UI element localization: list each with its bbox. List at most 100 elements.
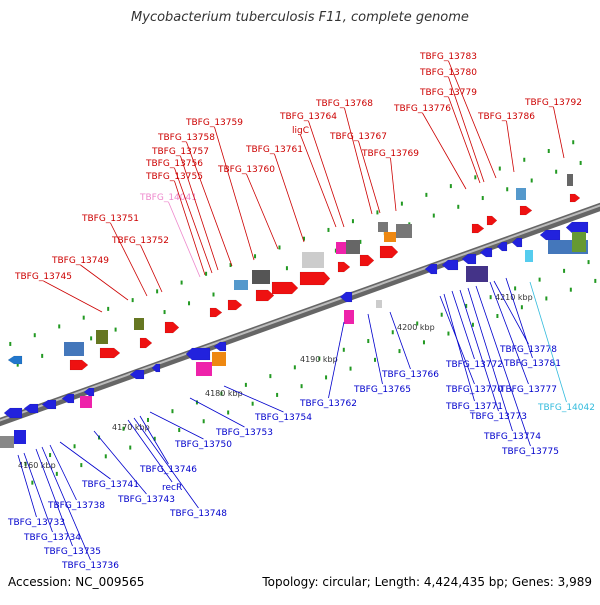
reverse-leader-line (49, 444, 77, 501)
forward-gene-label: TBFG_14041 (139, 193, 197, 203)
forward-gene (337, 261, 351, 273)
forward-leader-line (274, 153, 305, 243)
gene-box (252, 270, 270, 284)
gene-box (378, 222, 388, 232)
gene-box (344, 310, 354, 324)
forward-leader-line (246, 173, 279, 250)
reverse-gene-label: TBFG_13738 (47, 501, 105, 511)
gene-box (567, 174, 573, 186)
reverse-leader-line (529, 281, 567, 403)
reverse-gene (461, 253, 477, 265)
reverse-gene (441, 259, 459, 271)
reverse-gene (129, 369, 145, 380)
reverse-gene-label: TBFG_13772 (445, 360, 503, 370)
forward-gene-label: TBFG_13751 (81, 214, 139, 224)
reverse-gene (496, 241, 508, 252)
reverse-gene-label: TBFG_13762 (299, 399, 357, 409)
reverse-leader-line (493, 280, 529, 345)
reverse-gene-label: TBFG_13746 (139, 465, 197, 475)
reverse-gene-label: TBFG_13778 (499, 345, 557, 355)
forward-gene-label: TBFG_13783 (419, 52, 477, 62)
reverse-gene-label: TBFG_13774 (483, 432, 541, 442)
gene-box (80, 396, 92, 408)
reverse-leader-line (133, 417, 199, 509)
forward-gene (139, 337, 153, 349)
reverse-gene-label: TBFG_13733 (7, 518, 65, 528)
gene-box (516, 188, 526, 200)
forward-gene (379, 245, 399, 259)
forward-gene (164, 321, 180, 334)
forward-leader-line (174, 180, 206, 276)
forward-gene-label: TBFG_13745 (14, 272, 72, 282)
forward-gene (271, 281, 299, 295)
reverse-gene (185, 347, 211, 361)
gene-box (466, 266, 488, 282)
genome-backbone-highlight (0, 204, 600, 422)
forward-leader-line (80, 264, 129, 301)
reverse-gene-label: TBFG_13781 (503, 359, 561, 369)
forward-gene-label: TBFG_13764 (279, 112, 337, 122)
reverse-gene-label: TBFG_13736 (61, 561, 119, 571)
gene-box (234, 280, 248, 290)
reverse-gene-label: TBFG_13753 (215, 428, 273, 438)
forward-leader-line (180, 155, 219, 271)
reverse-leader-line (451, 290, 475, 360)
reverse-gene (479, 247, 493, 258)
reverse-leader-line (443, 293, 475, 402)
gene-box (14, 430, 26, 444)
forward-gene (209, 307, 223, 318)
reverse-gene-label: recR (162, 483, 182, 493)
scale-label: 4170 kbp (112, 423, 150, 432)
forward-gene-label: TBFG_13760 (217, 165, 275, 175)
forward-gene (227, 299, 243, 311)
reverse-leader-line (17, 454, 37, 518)
gene-box (64, 342, 84, 356)
reverse-gene (565, 221, 589, 234)
reverse-leader-line (93, 430, 147, 495)
reverse-gene-label: TBFG_13765 (353, 385, 411, 395)
reverse-gene-label: TBFG_13770 (445, 385, 503, 395)
forward-leader-line (448, 96, 481, 184)
forward-leader-line (448, 76, 485, 183)
gene-box (134, 318, 144, 330)
reverse-gene (41, 399, 57, 410)
reverse-gene-label: TBFG_13754 (254, 413, 312, 423)
accession-text: Accession: NC_009565 (8, 575, 145, 589)
reverse-leader-line (149, 411, 204, 440)
gene-box (336, 242, 346, 254)
reverse-gene (7, 355, 23, 365)
reverse-leader-line (59, 441, 111, 480)
forward-leader-line (214, 126, 255, 261)
forward-gene-label: TBFG_13780 (419, 68, 477, 78)
forward-gene-label: TBFG_13757 (151, 147, 209, 157)
forward-leader-line (422, 112, 467, 190)
reverse-leader-line (389, 311, 411, 370)
reverse-gene (511, 237, 523, 248)
forward-gene (486, 215, 498, 226)
reverse-gene-label: TBFG_13743 (117, 495, 175, 505)
forward-gene-label: TBFG_13749 (51, 256, 109, 266)
reverse-leader-line (475, 285, 531, 447)
reverse-gene (83, 387, 95, 397)
reverse-gene-label: TBFG_14042 (537, 403, 595, 413)
forward-gene (359, 254, 375, 267)
scale-label: 4160 kbp (18, 461, 56, 470)
reverse-leader-line (223, 385, 284, 413)
forward-leader-line (43, 280, 103, 313)
forward-gene-label: TBFG_13776 (393, 104, 451, 114)
forward-leader-line (506, 120, 515, 173)
forward-gene-label: TBFG_13761 (245, 145, 303, 155)
forward-gene (519, 205, 533, 216)
scale-label: 4200 kbp (397, 323, 435, 332)
gene-box (346, 240, 360, 254)
gene-box (384, 232, 396, 242)
reverse-gene-label: TBFG_13766 (381, 370, 439, 380)
forward-leader-line (358, 140, 381, 214)
forward-gene (99, 347, 121, 359)
gene-box (196, 362, 212, 376)
forward-leader-line (300, 134, 337, 228)
forward-leader-line (553, 106, 565, 159)
reverse-gene (213, 341, 227, 352)
reverse-gene (23, 403, 39, 414)
reverse-gene-label: TBFG_13734 (23, 533, 81, 543)
